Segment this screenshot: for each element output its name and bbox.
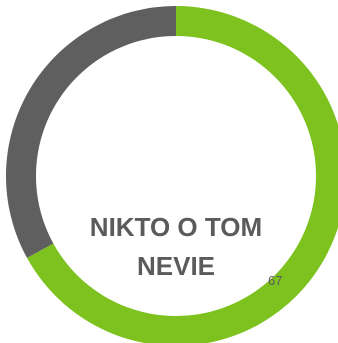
center-label-line-2: NEVIE: [137, 251, 215, 281]
center-label-line-1: NIKTO O TOM: [90, 212, 262, 242]
donut-slices: [5, 6, 338, 343]
slice-value-label: 67: [268, 273, 282, 288]
donut-slice-gray: [5, 6, 177, 258]
